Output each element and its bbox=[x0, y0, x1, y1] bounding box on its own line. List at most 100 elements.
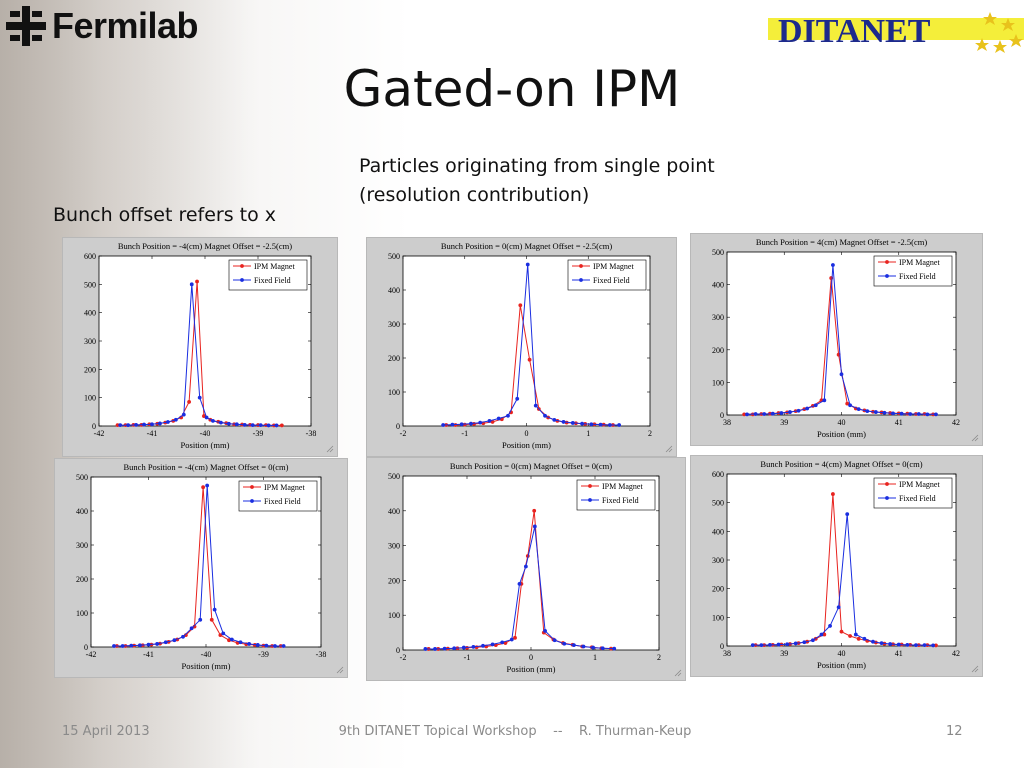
chart5-legend-marker-1 bbox=[588, 484, 592, 488]
chart2-ytick-label: 100 bbox=[388, 388, 400, 397]
chart3-ytick-label: 100 bbox=[712, 378, 724, 387]
chart1-legend-label-1: IPM Magnet bbox=[254, 262, 295, 271]
chart2-series-2-point bbox=[478, 420, 483, 425]
chart6-ytick-label: 0 bbox=[720, 642, 724, 651]
chart4-series-2-point bbox=[229, 637, 234, 642]
chart2-series-2-point bbox=[487, 419, 492, 423]
chart6-series-2-point bbox=[931, 643, 935, 648]
chart3-xtick-label: 40 bbox=[838, 418, 846, 427]
chart6-series-2-point bbox=[922, 643, 927, 648]
chart5-series-2-point bbox=[490, 642, 495, 647]
chart6-title: Bunch Position = 4(cm) Magnet Offset = 0… bbox=[760, 459, 922, 469]
chart3-series-2-point bbox=[873, 410, 878, 414]
chart1-series-2-point bbox=[181, 412, 186, 417]
chart2-resize-grip-icon bbox=[665, 445, 673, 453]
chart4-legend-label-2: Fixed Field bbox=[264, 497, 301, 506]
footer-date: 15 April 2013 bbox=[62, 724, 150, 739]
chart3-legend-marker-2 bbox=[885, 274, 889, 278]
ditanet-stars-icon bbox=[975, 12, 1023, 53]
chart6-ytick-label: 600 bbox=[712, 470, 724, 479]
chart2-series-2-point bbox=[459, 422, 464, 427]
chart5-series-2-point bbox=[433, 647, 437, 651]
chart3-ytick-label: 300 bbox=[712, 313, 724, 322]
chart4-ytick-label: 400 bbox=[76, 507, 88, 516]
chart3-series-2-point bbox=[805, 406, 810, 411]
chart6-series-2-point bbox=[853, 632, 858, 637]
fermilab-logo: Fermilab bbox=[6, 5, 199, 46]
chart4-series-2-point bbox=[155, 642, 160, 646]
chart2-ytick-label: 400 bbox=[388, 286, 400, 295]
chart-panel-2: Bunch Position = 0(cm) Magnet Offset = -… bbox=[366, 237, 677, 457]
ditanet-logo-text: DITANET bbox=[778, 13, 931, 50]
chart2-legend-label-1: IPM Magnet bbox=[593, 262, 634, 271]
chart5-resize-grip-icon bbox=[674, 669, 682, 677]
chart2-xtick-label: 0 bbox=[525, 429, 529, 438]
chart6-ytick-label: 200 bbox=[712, 585, 724, 594]
chart4-series-2-point bbox=[221, 631, 226, 636]
chart4-legend-marker-1 bbox=[250, 485, 254, 489]
chart6-xtick-label: 41 bbox=[895, 649, 903, 658]
chart4-series-2-point bbox=[146, 642, 151, 647]
chart6-ytick-label: 400 bbox=[712, 527, 724, 536]
chart4-series-2-point bbox=[137, 643, 142, 648]
chart4-series-2-point bbox=[212, 607, 217, 612]
chart6-ytick-label: 500 bbox=[712, 499, 724, 508]
chart4-series-2-point bbox=[247, 642, 252, 646]
chart5-ytick-label: 400 bbox=[388, 507, 400, 516]
chart1-resize-grip-icon bbox=[326, 445, 334, 453]
chart1-series-2-point bbox=[126, 423, 131, 428]
chart6-legend-marker-1 bbox=[885, 482, 889, 486]
chart5-series-2-point bbox=[571, 643, 576, 648]
chart5-xtick-label: -2 bbox=[400, 653, 407, 662]
chart3-resize-grip-icon bbox=[971, 434, 979, 442]
chart4-series-1-point bbox=[192, 624, 197, 629]
chart5-series-2-point bbox=[523, 564, 528, 569]
chart5-ytick-label: 100 bbox=[388, 611, 400, 620]
chart2-xtick-label: -2 bbox=[400, 429, 407, 438]
chart6-series-2-point bbox=[905, 642, 910, 647]
chart-5: Bunch Position = 0(cm) Magnet Offset = 0… bbox=[388, 461, 682, 677]
chart3-legend-label-2: Fixed Field bbox=[899, 272, 936, 281]
chart1-series-2-point bbox=[250, 423, 255, 428]
chart1-series-2-point bbox=[189, 282, 194, 287]
slide-title: Gated-on IPM bbox=[343, 60, 681, 118]
chart5-legend-marker-2 bbox=[588, 498, 592, 502]
chart1-ytick-label: 500 bbox=[84, 280, 96, 289]
chart6-legend-label-2: Fixed Field bbox=[899, 494, 936, 503]
chart3-series-2-point bbox=[882, 410, 887, 415]
chart1-series-2-point bbox=[242, 422, 247, 427]
subtitle: Particles originating from single point … bbox=[359, 152, 715, 210]
chart2-legend-marker-1 bbox=[579, 264, 583, 268]
chart1-ytick-label: 600 bbox=[84, 252, 96, 261]
chart4-series-2-point bbox=[281, 644, 286, 648]
chart4-series-2-point bbox=[238, 640, 243, 645]
ditanet-logo-band bbox=[768, 18, 1024, 40]
chart4-legend-marker-2 bbox=[250, 499, 254, 503]
chart1-xtick-label: -40 bbox=[200, 429, 211, 438]
chart5-series-2-point bbox=[552, 638, 557, 643]
chart3-series-2-point bbox=[745, 412, 749, 417]
chart1-series-2-point bbox=[226, 421, 231, 426]
chart2-series-2-point bbox=[617, 423, 622, 427]
chart6-series-2-point bbox=[845, 512, 850, 517]
chart6-series-2-point bbox=[802, 640, 807, 645]
chart6-ytick-label: 300 bbox=[712, 556, 724, 565]
chart6-xtick-label: 39 bbox=[780, 649, 788, 658]
chart2-series-1-point bbox=[527, 357, 532, 362]
chart3-legend-marker-1 bbox=[885, 260, 889, 264]
chart4-series-1-point bbox=[209, 617, 214, 622]
chart6-series-2-point bbox=[828, 624, 832, 628]
chart6-series-2-point bbox=[768, 642, 772, 647]
chart2-series-1-point bbox=[490, 420, 495, 424]
chart3-xtick-label: 41 bbox=[895, 418, 903, 427]
chart2-xtick-label: 1 bbox=[586, 429, 590, 438]
chart5-series-2-point bbox=[500, 640, 505, 645]
chart5-series-2-point bbox=[517, 581, 522, 586]
chart1-series-2-point bbox=[258, 423, 263, 428]
chart2-series-1-point bbox=[518, 303, 523, 308]
chart2-series-2-point bbox=[570, 421, 575, 425]
chart4-series-2-point bbox=[273, 644, 277, 648]
chart1-series-2-point bbox=[142, 422, 146, 427]
chart6-series-1-point bbox=[934, 643, 938, 648]
chart5-xlabel: Position (mm) bbox=[507, 664, 556, 674]
